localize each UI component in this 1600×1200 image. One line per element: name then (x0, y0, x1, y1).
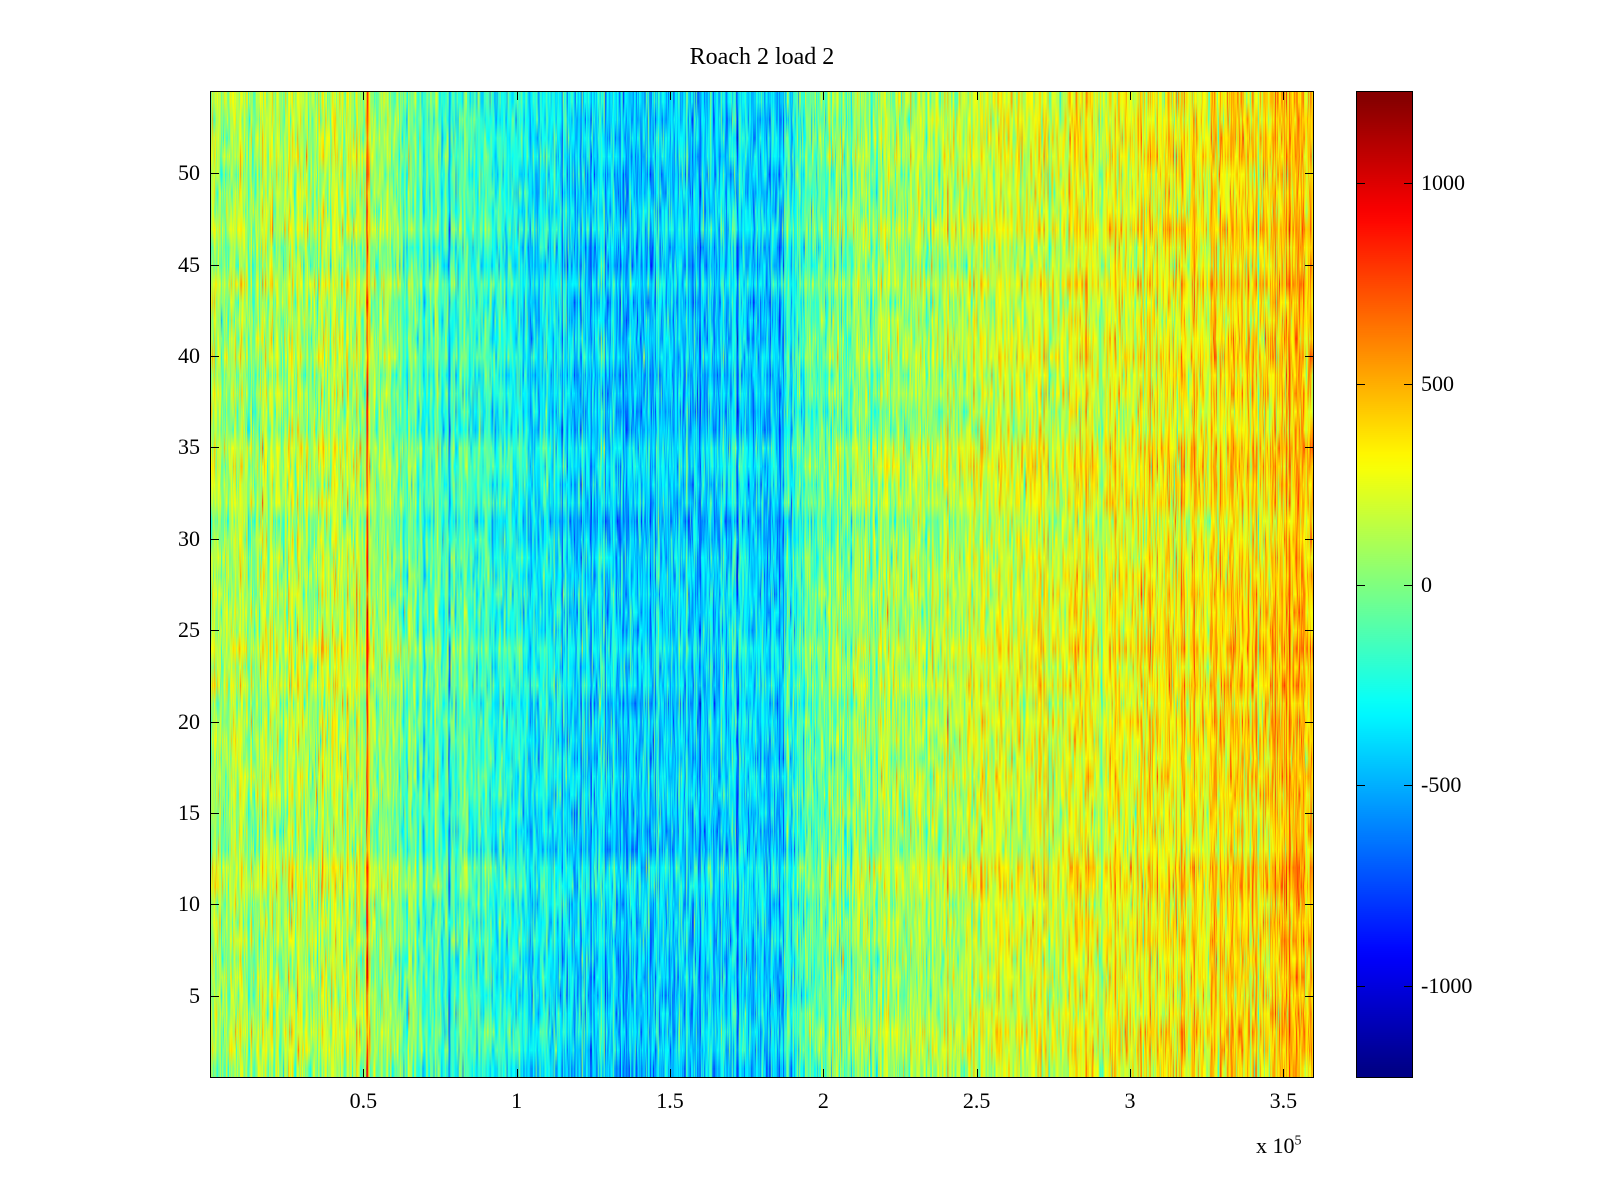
colorbar-tick-mark (1356, 584, 1365, 586)
y-tick-mark (210, 995, 219, 997)
heatmap-plot-area (210, 91, 1314, 1078)
x-tick-mark (976, 1069, 978, 1078)
colorbar-tick-mark-right (1404, 985, 1413, 987)
x-tick-mark (516, 1069, 518, 1078)
y-tick-mark (210, 447, 219, 449)
y-tick-mark-right (1305, 812, 1314, 814)
colorbar-tick-mark (1356, 183, 1365, 185)
y-tick-mark-right (1305, 995, 1314, 997)
y-tick-label: 35 (178, 434, 200, 460)
heatmap-image (211, 92, 1313, 1077)
y-tick-mark-right (1305, 630, 1314, 632)
y-tick-mark (210, 812, 219, 814)
x-axis-exponent: x 105 (1256, 1133, 1302, 1158)
y-tick-label: 45 (178, 251, 200, 277)
colorbar-tick-label: 1000 (1421, 170, 1465, 196)
colorbar-tick-mark-right (1404, 183, 1413, 185)
y-tick-label: 40 (178, 343, 200, 369)
x-tick-mark (670, 1069, 671, 1078)
x-tick-label: 3.5 (1269, 1088, 1298, 1113)
colorbar-tick-mark-right (1404, 785, 1413, 787)
chart-title: Roach 2 load 2 (689, 44, 835, 70)
colorbar-tick-mark (1356, 985, 1365, 987)
colorbar-tick-mark (1356, 383, 1365, 385)
x-tick-label: 2 (817, 1088, 829, 1113)
x-tick-mark-top (516, 91, 518, 100)
y-tick-mark (210, 721, 219, 723)
x-tick-label: 2.5 (962, 1088, 991, 1113)
x-tick-mark-top (823, 91, 825, 100)
y-tick-mark-right (1305, 173, 1314, 175)
y-tick-mark (210, 538, 219, 540)
y-tick-label: 20 (178, 708, 200, 734)
y-tick-mark (210, 904, 219, 906)
colorbar-gradient (1357, 92, 1412, 1077)
y-tick-mark-right (1305, 721, 1314, 723)
y-tick-label: 25 (178, 617, 200, 643)
y-tick-label: 50 (178, 160, 200, 186)
x-tick-mark-top (1283, 91, 1285, 100)
x-tick-mark-top (363, 91, 365, 100)
y-tick-mark-right (1305, 904, 1314, 906)
x-tick-label: 3 (1124, 1088, 1136, 1113)
x-tick-mark (823, 1069, 825, 1078)
x-tick-label: 0.5 (349, 1088, 378, 1113)
x-axis-exponent-power: 5 (1294, 1133, 1302, 1149)
colorbar-tick-mark-right (1404, 584, 1413, 586)
y-tick-mark-right (1305, 264, 1314, 266)
colorbar-tick-mark (1356, 785, 1365, 787)
colorbar-tick-label: -1000 (1421, 972, 1473, 998)
colorbar-tick-label: -500 (1421, 772, 1462, 798)
y-tick-mark-right (1305, 447, 1314, 449)
x-tick-mark (1130, 1069, 1131, 1078)
colorbar-tick-mark-right (1404, 383, 1413, 385)
y-tick-label: 10 (178, 891, 200, 917)
colorbar-tick-label: 500 (1421, 370, 1454, 396)
y-tick-mark (210, 264, 219, 266)
y-tick-label: 5 (189, 982, 200, 1008)
y-tick-label: 30 (178, 525, 200, 551)
x-tick-mark (363, 1069, 365, 1078)
x-tick-label: 1 (511, 1088, 523, 1113)
y-tick-mark (210, 173, 219, 175)
x-tick-label: 1.5 (656, 1088, 684, 1113)
x-tick-mark-top (1130, 91, 1131, 100)
y-tick-mark (210, 630, 219, 632)
x-tick-mark (1283, 1069, 1285, 1078)
y-tick-mark-right (1305, 356, 1314, 358)
x-tick-mark-top (976, 91, 978, 100)
colorbar-tick-label: 0 (1421, 571, 1432, 597)
y-tick-label: 15 (178, 799, 200, 825)
y-tick-mark (210, 356, 219, 358)
x-tick-mark-top (670, 91, 671, 100)
y-tick-mark-right (1305, 538, 1314, 540)
